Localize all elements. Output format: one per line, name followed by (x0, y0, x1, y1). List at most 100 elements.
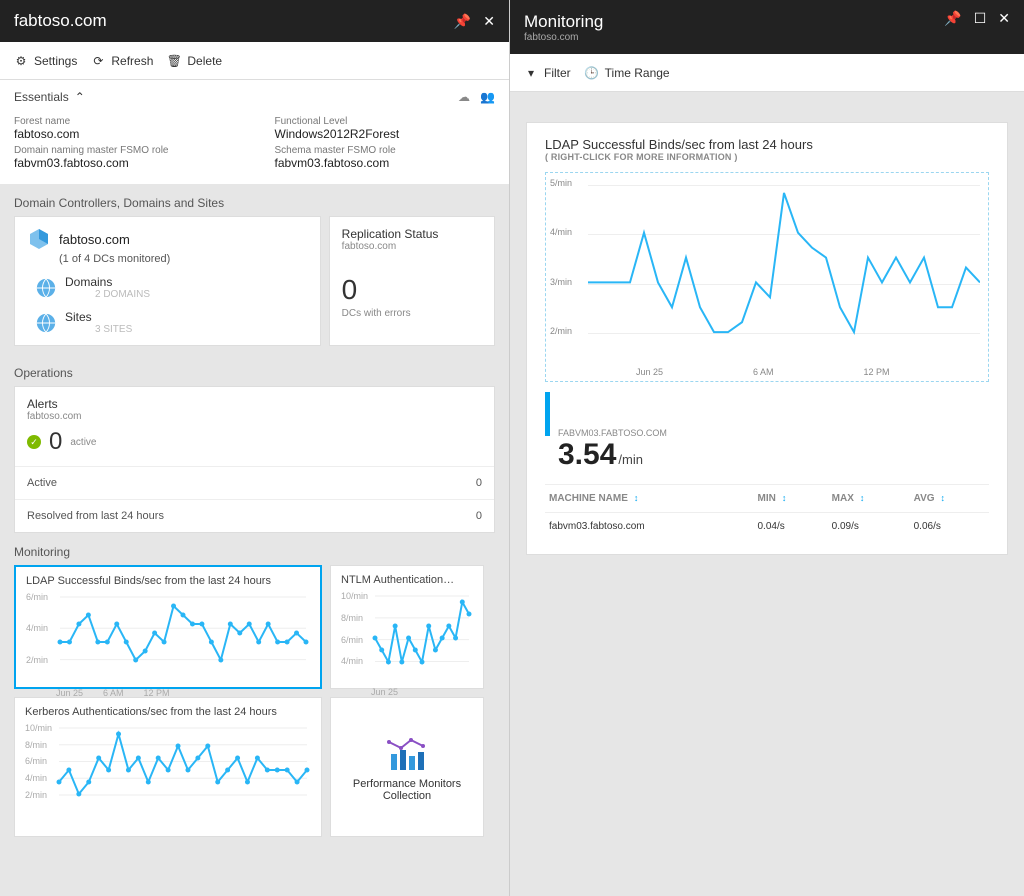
kpi-unit: /min (618, 452, 643, 467)
refresh-button[interactable]: ⟳ Refresh (91, 54, 153, 68)
bars-icon (387, 736, 427, 772)
chart-ldap[interactable]: LDAP Successful Binds/sec from the last … (14, 565, 322, 689)
perf-monitors-card[interactable]: Performance Monitors Collection (330, 697, 484, 837)
dc-card[interactable]: fabtoso.com (1 of 4 DCs monitored) Domai… (14, 216, 321, 346)
alerts-row-label: Active (27, 477, 57, 489)
dn-role-value: fabvm03.fabtoso.com (14, 156, 235, 170)
metric-subtitle: ( RIGHT-CLICK FOR MORE INFORMATION ) (545, 152, 989, 162)
pin-icon[interactable]: 📌 (454, 13, 471, 30)
replication-value: 0 (342, 274, 482, 306)
kerb-sparkline: 2/min4/min6/min8/min10/min (25, 724, 311, 814)
delete-button[interactable]: 🗑 Delete (167, 54, 222, 68)
replication-foot: DCs with errors (342, 308, 482, 319)
time-range-button[interactable]: 🕒 Time Range (585, 66, 670, 80)
cloud-icon[interactable]: ☁ (458, 90, 470, 104)
left-toolbar: ⚙ Settings ⟳ Refresh 🗑 Delete (0, 42, 509, 80)
sort-icon: ↕ (941, 493, 946, 503)
table-col[interactable]: MACHINE NAME↕ (545, 485, 754, 513)
essentials-section: Essentials ⌃ ☁ 👥 Forest name fabtoso.com… (0, 80, 509, 184)
globe-icon (35, 277, 57, 299)
settings-label: Settings (34, 54, 77, 68)
people-icon[interactable]: 👥 (480, 90, 495, 104)
right-subtitle: fabtoso.com (524, 32, 578, 43)
domains-count: 2 DOMAINS (95, 289, 150, 300)
ops-section-title: Operations (0, 354, 509, 386)
dc-card-sub: (1 of 4 DCs monitored) (59, 253, 308, 265)
filter-button[interactable]: ▾Filter (524, 66, 571, 80)
dc-card-title: fabtoso.com (59, 232, 130, 247)
alerts-row-value: 0 (476, 477, 482, 489)
alerts-title: Alerts (27, 397, 482, 411)
schema-role-label: Schema master FSMO role (275, 145, 496, 156)
metric-chart[interactable]: 5/min4/min3/min2/minJun 256 AM12 PM (545, 172, 989, 382)
sites-label: Sites (65, 310, 132, 324)
right-title: Monitoring (524, 12, 603, 32)
alerts-row: Resolved from last 24 hours0 (15, 499, 494, 532)
globe-icon (35, 312, 57, 334)
func-level-label: Functional Level (275, 116, 496, 127)
table-col[interactable]: MAX↕ (828, 485, 910, 513)
alerts-state: active (70, 437, 96, 448)
dn-role-label: Domain naming master FSMO role (14, 145, 235, 156)
perf-title: Performance Monitors Collection (341, 778, 473, 802)
delete-label: Delete (187, 54, 222, 68)
sites-count: 3 SITES (95, 324, 132, 335)
gear-icon: ⚙ (14, 54, 28, 68)
table-cell: 0.06/s (910, 513, 989, 541)
cube-icon (27, 227, 51, 251)
chart-kerberos[interactable]: Kerberos Authentications/sec from the la… (14, 697, 322, 837)
table-cell: 0.04/s (754, 513, 828, 541)
ldap-sparkline: 2/min4/min6/minJun 256 AM12 PM (26, 593, 310, 683)
table-col[interactable]: MIN↕ (754, 485, 828, 513)
essentials-label: Essentials (14, 90, 69, 104)
domains-item[interactable]: Domains2 DOMAINS (35, 275, 308, 300)
sites-item[interactable]: Sites3 SITES (35, 310, 308, 335)
settings-button[interactable]: ⚙ Settings (14, 54, 77, 68)
forest-name-value: fabtoso.com (14, 127, 235, 141)
left-blade: fabtoso.com 📌 ✕ ⚙ Settings ⟳ Refresh 🗑 Dele… (0, 0, 510, 896)
chevron-up-icon: ⌃ (75, 90, 85, 104)
pin-icon[interactable]: 📌 (944, 10, 961, 27)
refresh-icon: ⟳ (91, 54, 105, 68)
metric-card: LDAP Successful Binds/sec from last 24 h… (526, 122, 1008, 555)
ntlm-sparkline: 4/min6/min8/min10/minJun 25 (341, 592, 473, 682)
filter-icon: ▾ (524, 66, 538, 80)
close-icon[interactable]: ✕ (998, 10, 1010, 27)
replication-card[interactable]: Replication Status fabtoso.com 0 DCs wit… (329, 216, 495, 346)
essentials-toggle[interactable]: Essentials ⌃ ☁ 👥 (14, 90, 495, 104)
schema-role-value: fabvm03.fabtoso.com (275, 156, 496, 170)
chart-title: NTLM Authentication… (341, 574, 473, 586)
table-col[interactable]: AVG↕ (910, 485, 989, 513)
metric-table: MACHINE NAME↕ MIN↕ MAX↕ AVG↕ fabvm03.fab… (545, 484, 989, 540)
table-cell: 0.09/s (828, 513, 910, 541)
alerts-row-label: Resolved from last 24 hours (27, 510, 164, 522)
domains-label: Domains (65, 275, 150, 289)
kpi-bar (545, 392, 550, 436)
table-cell: fabvm03.fabtoso.com (545, 513, 754, 541)
forest-name-label: Forest name (14, 116, 235, 127)
refresh-label: Refresh (111, 54, 153, 68)
kpi-value: 3.54 (558, 438, 616, 471)
kpi-row: FABVM03.FABTOSO.COM 3.54/min (545, 392, 989, 472)
kpi-host: FABVM03.FABTOSO.COM (558, 428, 667, 438)
dc-section-title: Domain Controllers, Domains and Sites (0, 184, 509, 216)
sort-icon: ↕ (782, 493, 787, 503)
replication-sub: fabtoso.com (342, 241, 482, 252)
table-row[interactable]: fabvm03.fabtoso.com 0.04/s 0.09/s 0.06/s (545, 513, 989, 541)
alerts-row: Active 0 (15, 466, 494, 499)
left-title: fabtoso.com (14, 11, 107, 31)
monitoring-section-title: Monitoring (0, 533, 509, 565)
right-toolbar: ▾Filter 🕒 Time Range (510, 54, 1024, 92)
time-range-label: Time Range (605, 66, 670, 80)
clock-icon: 🕒 (585, 66, 599, 80)
left-header: fabtoso.com 📌 ✕ (0, 0, 509, 42)
chart-ntlm[interactable]: NTLM Authentication… 4/min6/min8/min10/m… (330, 565, 484, 689)
trash-icon: 🗑 (167, 54, 181, 68)
alerts-card[interactable]: Alerts fabtoso.com ✓ 0 active Active 0 Re… (14, 386, 495, 533)
maximize-icon[interactable]: ☐ (974, 10, 987, 27)
close-icon[interactable]: ✕ (483, 13, 495, 30)
check-icon: ✓ (27, 435, 41, 449)
alerts-value: 0 (49, 428, 62, 456)
alerts-sub: fabtoso.com (27, 411, 482, 422)
right-blade: Monitoring fabtoso.com 📌 ☐ ✕ ▾Filter 🕒 Ti… (510, 0, 1024, 896)
